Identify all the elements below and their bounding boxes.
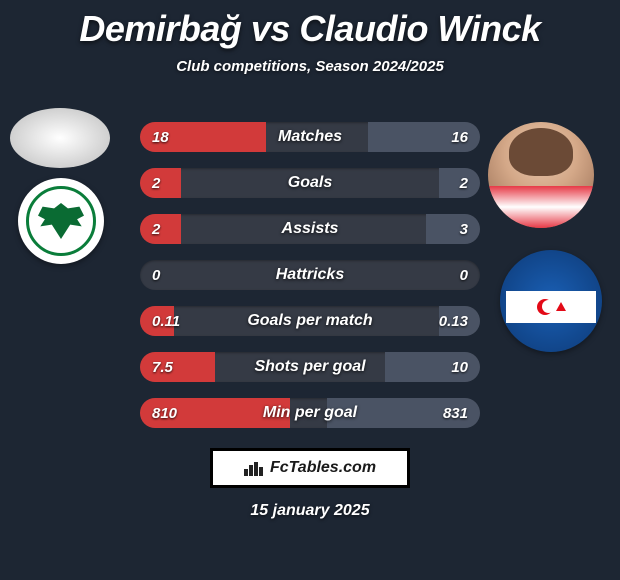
stat-row: 18Matches16 <box>140 122 480 152</box>
stat-row: 0.11Goals per match0.13 <box>140 306 480 336</box>
stat-row: 7.5Shots per goal10 <box>140 352 480 382</box>
stat-label: Hattricks <box>140 266 480 284</box>
stat-right-value: 2 <box>460 175 468 192</box>
bar-chart-icon <box>244 460 264 476</box>
stat-label: Assists <box>140 220 480 238</box>
club-left-crest <box>18 178 104 264</box>
club-right-crest <box>500 250 602 352</box>
stat-right-value: 831 <box>443 405 468 422</box>
player-left-avatar <box>10 108 110 168</box>
player-right-avatar <box>488 122 594 228</box>
stat-label: Goals per match <box>140 312 480 330</box>
stat-label: Goals <box>140 174 480 192</box>
stat-right-value: 0 <box>460 267 468 284</box>
stat-label: Matches <box>140 128 480 146</box>
stat-label: Min per goal <box>140 404 480 422</box>
subtitle: Club competitions, Season 2024/2025 <box>0 58 620 75</box>
stat-row: 0Hattricks0 <box>140 260 480 290</box>
page-title: Demirbağ vs Claudio Winck <box>0 0 620 50</box>
star-icon <box>556 302 566 311</box>
stat-row: 810Min per goal831 <box>140 398 480 428</box>
stat-right-value: 0.13 <box>439 313 468 330</box>
date-label: 15 january 2025 <box>0 502 620 520</box>
stat-row: 2Assists3 <box>140 214 480 244</box>
eagle-icon <box>38 203 84 239</box>
watermark-badge: FcTables.com <box>210 448 410 488</box>
stats-container: 18Matches162Goals22Assists30Hattricks00.… <box>140 122 480 444</box>
watermark-text: FcTables.com <box>270 459 376 477</box>
stat-row: 2Goals2 <box>140 168 480 198</box>
stat-right-value: 16 <box>451 129 468 146</box>
stat-label: Shots per goal <box>140 358 480 376</box>
stat-right-value: 10 <box>451 359 468 376</box>
crescent-icon <box>537 299 553 315</box>
stat-right-value: 3 <box>460 221 468 238</box>
